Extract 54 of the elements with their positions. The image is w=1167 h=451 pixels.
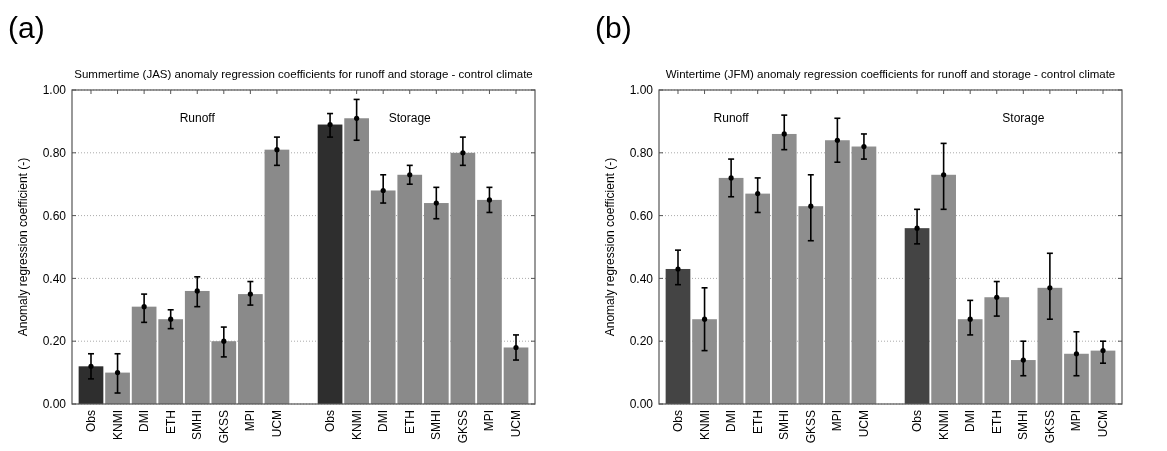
x-tick-label: DMI bbox=[724, 410, 739, 432]
x-tick-label: KNMI bbox=[349, 410, 364, 440]
x-tick-label: Obs bbox=[323, 410, 338, 433]
x-tick-label: GKSS bbox=[455, 410, 470, 444]
x-tick-label: SMHI bbox=[1016, 410, 1031, 440]
x-tick-label: UCM bbox=[856, 410, 871, 438]
x-tick-label: SMHI bbox=[777, 410, 792, 440]
x-tick-label: KNMI bbox=[697, 410, 712, 440]
x-tick-label: DMI bbox=[376, 410, 391, 432]
x-tick-label: MPI bbox=[830, 410, 845, 432]
y-tick-label: 0.40 bbox=[629, 271, 654, 286]
text: (a) bbox=[8, 11, 45, 44]
x-tick-label: UCM bbox=[509, 410, 524, 438]
y-tick-label: 0.20 bbox=[42, 334, 67, 349]
annotation: Storage bbox=[388, 111, 432, 125]
x-tick-label: SMHI bbox=[429, 410, 444, 440]
annotation: Storage bbox=[1002, 111, 1045, 125]
y-tick-label: 0.00 bbox=[629, 397, 654, 412]
x-tick-label: ETH bbox=[163, 410, 178, 434]
x-tick-label: Obs bbox=[670, 410, 685, 433]
x-tick-label: UCM bbox=[1096, 410, 1111, 438]
x-tick-label: MPI bbox=[243, 410, 258, 432]
x-tick-label: GKSS bbox=[803, 410, 818, 444]
x-tick-label: UCM bbox=[269, 410, 284, 438]
x-tick-label: DMI bbox=[137, 410, 152, 432]
chart-title: Summertime (JAS) anomaly regression coefficients for runoff and storage - control climate bbox=[74, 68, 533, 80]
x-tick-label: Obs bbox=[910, 410, 925, 433]
y-tick-label: 0.60 bbox=[629, 208, 654, 223]
annotation: Runoff bbox=[179, 111, 216, 125]
x-tick-label: ETH bbox=[989, 410, 1004, 434]
chart-title: Wintertime (JFM) anomaly regression coefficients for runoff and storage - control climate bbox=[665, 68, 1116, 80]
x-tick-label: KNMI bbox=[110, 410, 125, 440]
y-tick-label: 0.00 bbox=[42, 397, 67, 412]
y-tick-label: 0.60 bbox=[42, 208, 67, 223]
x-tick-label: ETH bbox=[402, 410, 417, 434]
annotation: Runoff bbox=[713, 111, 750, 125]
y-axis-title: Anomaly regression coefficient (-) bbox=[603, 157, 617, 337]
x-tick-label: ETH bbox=[750, 410, 765, 434]
y-tick-label: 0.40 bbox=[42, 271, 67, 286]
y-tick-label: 1.00 bbox=[629, 83, 654, 98]
y-axis-title: Anomaly regression coefficient (-) bbox=[16, 157, 30, 337]
y-tick-label: 0.20 bbox=[629, 334, 654, 349]
x-tick-label: MPI bbox=[1069, 410, 1084, 432]
text: (b) bbox=[595, 11, 632, 44]
x-tick-label: KNMI bbox=[936, 410, 951, 440]
x-tick-label: GKSS bbox=[1042, 410, 1057, 444]
x-tick-label: SMHI bbox=[190, 410, 205, 440]
y-tick-label: 0.80 bbox=[629, 146, 654, 160]
y-tick-label: 1.00 bbox=[42, 83, 67, 98]
x-tick-label: MPI bbox=[482, 410, 497, 432]
y-tick-label: 0.80 bbox=[42, 146, 67, 160]
x-tick-label: DMI bbox=[963, 410, 978, 432]
x-tick-label: Obs bbox=[83, 410, 98, 433]
x-tick-label: GKSS bbox=[216, 410, 231, 444]
